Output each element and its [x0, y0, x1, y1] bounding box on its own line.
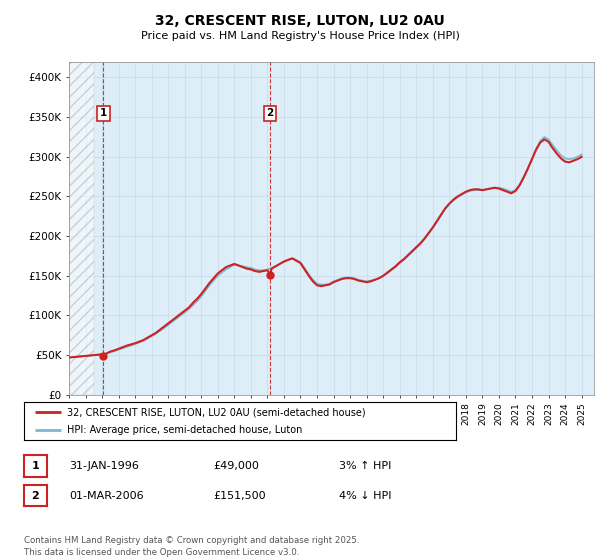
Text: 2: 2: [266, 108, 274, 118]
Text: 32, CRESCENT RISE, LUTON, LU2 0AU: 32, CRESCENT RISE, LUTON, LU2 0AU: [155, 14, 445, 28]
Text: 4% ↓ HPI: 4% ↓ HPI: [339, 491, 391, 501]
Text: 31-JAN-1996: 31-JAN-1996: [69, 461, 139, 471]
Text: HPI: Average price, semi-detached house, Luton: HPI: Average price, semi-detached house,…: [67, 425, 302, 435]
Bar: [69, 62, 94, 395]
Text: £151,500: £151,500: [213, 491, 266, 501]
Text: Contains HM Land Registry data © Crown copyright and database right 2025.
This d: Contains HM Land Registry data © Crown c…: [24, 536, 359, 557]
Text: 01-MAR-2006: 01-MAR-2006: [69, 491, 143, 501]
Text: Price paid vs. HM Land Registry's House Price Index (HPI): Price paid vs. HM Land Registry's House …: [140, 31, 460, 41]
Text: 32, CRESCENT RISE, LUTON, LU2 0AU (semi-detached house): 32, CRESCENT RISE, LUTON, LU2 0AU (semi-…: [67, 407, 366, 417]
Text: 1: 1: [32, 461, 39, 471]
Text: 2: 2: [32, 491, 39, 501]
Text: 1: 1: [100, 108, 107, 118]
Text: £49,000: £49,000: [213, 461, 259, 471]
Text: 3% ↑ HPI: 3% ↑ HPI: [339, 461, 391, 471]
